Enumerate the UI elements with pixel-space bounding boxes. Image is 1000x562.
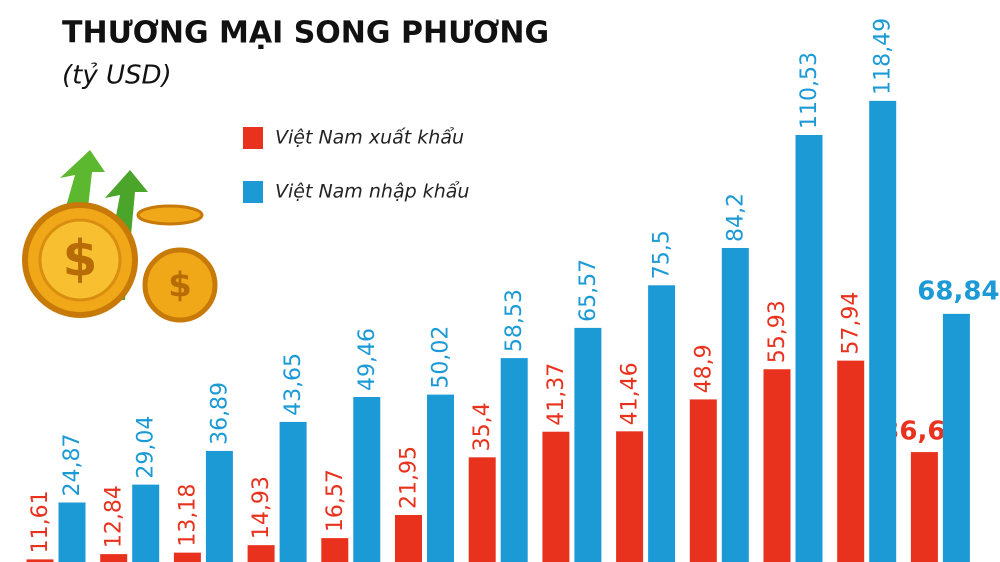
value-label: 36,89: [207, 382, 232, 445]
bar: [542, 431, 570, 562]
svg-text:$: $: [168, 266, 192, 306]
bar: [500, 358, 528, 562]
value-label: 48,9: [691, 344, 716, 393]
value-label: 24,87: [60, 434, 85, 497]
value-label: 57,94: [839, 292, 864, 355]
bar: [837, 360, 865, 562]
legend-label: Việt Nam xuất khẩu: [275, 127, 464, 149]
value-label: 55,93: [765, 300, 790, 363]
bar: [132, 484, 160, 562]
bar: [321, 538, 349, 562]
bar: [648, 285, 676, 562]
bar: [427, 394, 454, 562]
value-label: 11,61: [28, 490, 53, 553]
svg-text:$: $: [63, 230, 98, 288]
bar: [616, 431, 644, 562]
chart-subtitle: (tỷ USD): [62, 61, 172, 91]
bar: [26, 559, 54, 562]
value-label: 110,53: [797, 52, 822, 129]
bar: [247, 545, 275, 562]
bar: [942, 313, 970, 562]
value-label: 29,04: [134, 416, 159, 479]
bar: [395, 515, 422, 562]
bar: [468, 457, 496, 562]
bar: [205, 450, 233, 562]
value-label: 49,46: [355, 328, 380, 391]
bar: [353, 397, 381, 562]
bar: [279, 421, 307, 562]
value-label: 35,4: [470, 402, 495, 451]
bar: [689, 399, 717, 562]
bar: [574, 327, 602, 562]
value-label: 16,57: [323, 469, 348, 532]
bar: [910, 452, 938, 562]
bar: [173, 552, 201, 562]
value-label: 75,5: [650, 230, 675, 279]
coins-icon: $ $: [22, 150, 218, 323]
bar: [721, 247, 749, 562]
bar: [100, 554, 128, 562]
value-label: 118,49: [871, 18, 896, 95]
value-label: 68,84: [917, 276, 999, 306]
legend-swatch: [243, 181, 263, 203]
value-label: 12,84: [102, 485, 127, 548]
bar: [869, 100, 897, 562]
value-label: 43,65: [281, 353, 306, 416]
bar: [58, 502, 86, 562]
value-label: 84,2: [723, 193, 748, 242]
chart-title: THƯƠNG MẠI SONG PHƯƠNG: [62, 16, 549, 51]
value-label: 21,95: [397, 446, 422, 509]
value-label: 13,18: [175, 484, 200, 547]
value-label: 14,93: [249, 476, 274, 539]
value-label: 41,46: [618, 362, 643, 425]
value-label: 65,57: [576, 259, 601, 322]
bar: [763, 369, 791, 562]
legend-label: Việt Nam nhập khẩu: [275, 181, 469, 203]
value-label: 58,53: [502, 289, 527, 352]
bar: [795, 135, 823, 562]
value-label: 41,37: [544, 363, 569, 426]
legend-swatch: [243, 127, 263, 149]
value-label: 50,02: [429, 326, 454, 389]
